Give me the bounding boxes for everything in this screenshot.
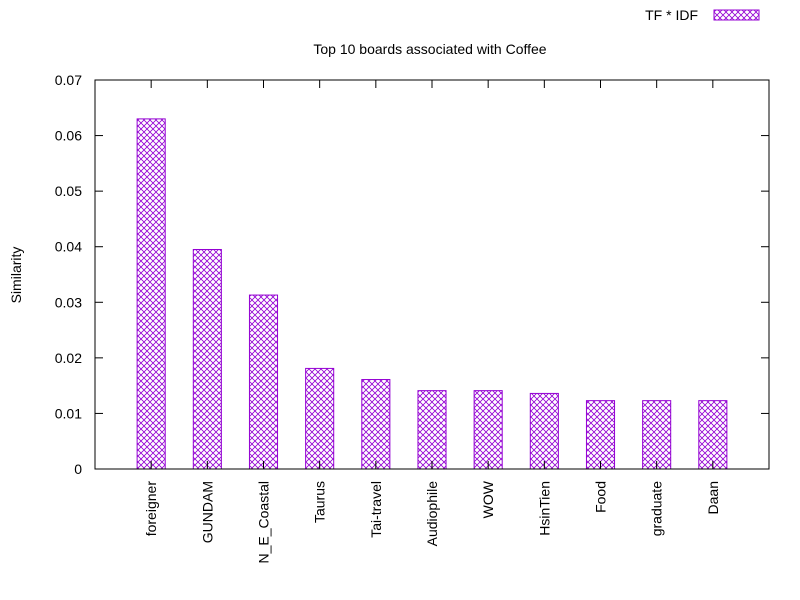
x-tick-label: foreigner [143, 481, 159, 537]
bar-wow [473, 390, 503, 470]
bar-graduate [642, 400, 672, 470]
bars-group [136, 118, 728, 470]
y-axis-label: Similarity [8, 247, 24, 304]
y-tick-label: 0.06 [55, 128, 82, 144]
bar-gundam [192, 248, 222, 470]
y-ticks-group: 0 0.01 0.02 0.03 0.04 0.05 0.06 0.07 [55, 72, 769, 477]
bar-taurus [305, 367, 335, 470]
y-tick-label: 0 [74, 461, 82, 477]
x-tick-label: Taurus [312, 481, 328, 523]
bar-n-e-coastal [248, 294, 279, 470]
x-ticks-group: foreigner GUNDAM N_E_Coastal Taurus Tai-trav… [143, 80, 721, 564]
bar-food [585, 400, 616, 470]
x-tick-label: N_E_Coastal [256, 481, 272, 564]
chart-title: Top 10 boards associated with Coffee [313, 41, 546, 57]
x-tick-label: graduate [649, 481, 665, 536]
y-tick-label: 0.02 [55, 350, 82, 366]
legend-label: TF * IDF [645, 7, 698, 23]
x-tick-label: Food [593, 481, 609, 513]
x-tick-label: Audiophile [424, 481, 440, 547]
y-tick-label: 0.07 [55, 72, 82, 88]
bar-foreigner [136, 118, 166, 470]
legend: TF * IDF [645, 7, 760, 23]
x-tick-label: Tai-travel [368, 481, 384, 538]
bar-hsintien [529, 392, 559, 470]
legend-swatch [713, 9, 760, 21]
y-tick-label: 0.04 [55, 239, 82, 255]
bar-daan [698, 400, 728, 470]
y-tick-label: 0.01 [55, 405, 82, 421]
plot-frame [94, 79, 770, 470]
x-tick-label: HsinTien [536, 481, 552, 536]
x-tick-label: Daan [705, 481, 721, 514]
bar-audiophile [417, 390, 447, 470]
y-tick-label: 0.05 [55, 183, 82, 199]
bar-tai-travel [361, 379, 391, 470]
x-tick-label: GUNDAM [199, 481, 215, 543]
x-tick-label: WOW [480, 480, 496, 518]
y-tick-label: 0.03 [55, 294, 82, 310]
